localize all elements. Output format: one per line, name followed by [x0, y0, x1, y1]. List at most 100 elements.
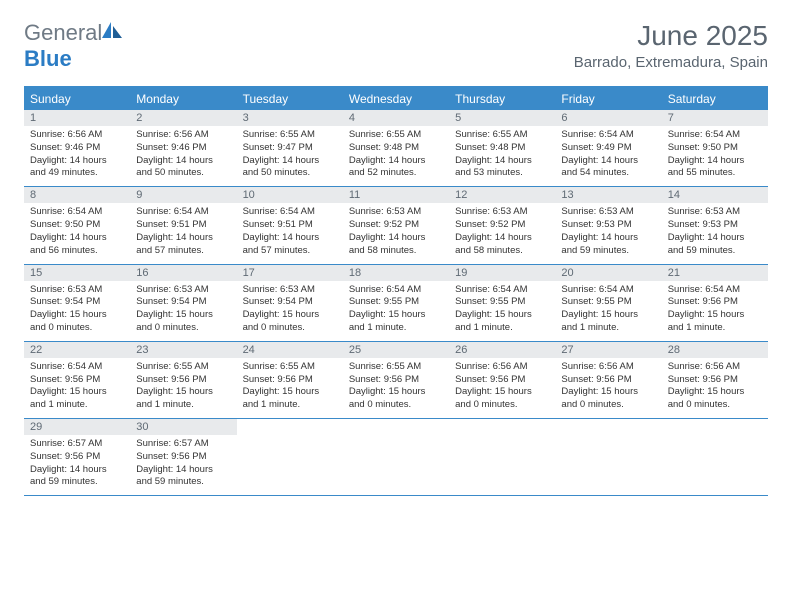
daylight-line: Daylight: 15 hours and 0 minutes. [449, 386, 555, 412]
daylight-line: Daylight: 14 hours and 58 minutes. [343, 232, 449, 258]
header: General Blue June 2025 Barrado, Extremad… [24, 20, 768, 72]
sunrise-line: Sunrise: 6:55 AM [237, 361, 343, 374]
calendar-cell: 2Sunrise: 6:56 AMSunset: 9:46 PMDaylight… [130, 110, 236, 186]
location-text: Barrado, Extremadura, Spain [574, 54, 768, 71]
day-number: 10 [237, 187, 343, 203]
day-number: 18 [343, 265, 449, 281]
sunset-line: Sunset: 9:56 PM [24, 374, 130, 387]
day-number: 29 [24, 419, 130, 435]
daylight-line: Daylight: 14 hours and 50 minutes. [130, 155, 236, 181]
daylight-line: Daylight: 15 hours and 1 minute. [343, 309, 449, 335]
sunset-line: Sunset: 9:52 PM [449, 219, 555, 232]
calendar-cell: 20Sunrise: 6:54 AMSunset: 9:55 PMDayligh… [555, 265, 661, 341]
dayname: Tuesday [237, 88, 343, 110]
calendar-cell: 7Sunrise: 6:54 AMSunset: 9:50 PMDaylight… [662, 110, 768, 186]
daylight-line: Daylight: 14 hours and 59 minutes. [555, 232, 661, 258]
day-number: 28 [662, 342, 768, 358]
daylight-line: Daylight: 14 hours and 50 minutes. [237, 155, 343, 181]
daylight-line: Daylight: 15 hours and 1 minute. [237, 386, 343, 412]
sunset-line: Sunset: 9:46 PM [130, 142, 236, 155]
day-number: 7 [662, 110, 768, 126]
calendar-cell: 5Sunrise: 6:55 AMSunset: 9:48 PMDaylight… [449, 110, 555, 186]
sunrise-line: Sunrise: 6:55 AM [130, 361, 236, 374]
day-number: 5 [449, 110, 555, 126]
calendar-cell: 14Sunrise: 6:53 AMSunset: 9:53 PMDayligh… [662, 187, 768, 263]
day-number: 1 [24, 110, 130, 126]
dayname: Friday [555, 88, 661, 110]
day-number: 3 [237, 110, 343, 126]
daylight-line: Daylight: 14 hours and 58 minutes. [449, 232, 555, 258]
daylight-line: Daylight: 15 hours and 1 minute. [24, 386, 130, 412]
sunrise-line: Sunrise: 6:54 AM [24, 361, 130, 374]
sunset-line: Sunset: 9:54 PM [130, 296, 236, 309]
day-number: 19 [449, 265, 555, 281]
week-row: 22Sunrise: 6:54 AMSunset: 9:56 PMDayligh… [24, 342, 768, 419]
sunrise-line: Sunrise: 6:53 AM [555, 206, 661, 219]
daylight-line: Daylight: 15 hours and 0 minutes. [24, 309, 130, 335]
sunrise-line: Sunrise: 6:54 AM [130, 206, 236, 219]
sunset-line: Sunset: 9:47 PM [237, 142, 343, 155]
sunrise-line: Sunrise: 6:56 AM [449, 361, 555, 374]
logo-text-general: General [24, 20, 102, 45]
daylight-line: Daylight: 14 hours and 49 minutes. [24, 155, 130, 181]
day-number: 11 [343, 187, 449, 203]
day-number: 12 [449, 187, 555, 203]
sunset-line: Sunset: 9:51 PM [237, 219, 343, 232]
sunrise-line: Sunrise: 6:54 AM [662, 284, 768, 297]
calendar-cell: 6Sunrise: 6:54 AMSunset: 9:49 PMDaylight… [555, 110, 661, 186]
day-number: 27 [555, 342, 661, 358]
sunset-line: Sunset: 9:53 PM [662, 219, 768, 232]
week-row: 15Sunrise: 6:53 AMSunset: 9:54 PMDayligh… [24, 265, 768, 342]
day-number: 21 [662, 265, 768, 281]
week-row: 1Sunrise: 6:56 AMSunset: 9:46 PMDaylight… [24, 110, 768, 187]
calendar-cell: 15Sunrise: 6:53 AMSunset: 9:54 PMDayligh… [24, 265, 130, 341]
day-number: 26 [449, 342, 555, 358]
sunset-line: Sunset: 9:56 PM [662, 296, 768, 309]
daylight-line: Daylight: 14 hours and 55 minutes. [662, 155, 768, 181]
day-number: 8 [24, 187, 130, 203]
day-number: 24 [237, 342, 343, 358]
sunrise-line: Sunrise: 6:54 AM [24, 206, 130, 219]
sunrise-line: Sunrise: 6:53 AM [24, 284, 130, 297]
day-number: 30 [130, 419, 236, 435]
calendar-cell: 29Sunrise: 6:57 AMSunset: 9:56 PMDayligh… [24, 419, 130, 495]
dayname: Wednesday [343, 88, 449, 110]
dayname: Saturday [662, 88, 768, 110]
dayname: Sunday [24, 88, 130, 110]
sunset-line: Sunset: 9:56 PM [343, 374, 449, 387]
calendar-cell: 23Sunrise: 6:55 AMSunset: 9:56 PMDayligh… [130, 342, 236, 418]
calendar-cell: 21 Sunrise: 6:54 AMSunset: 9:56 PMDayligh… [662, 265, 768, 341]
daylight-line: Daylight: 15 hours and 0 minutes. [555, 386, 661, 412]
calendar-cell: 9Sunrise: 6:54 AMSunset: 9:51 PMDaylight… [130, 187, 236, 263]
daylight-line: Daylight: 14 hours and 57 minutes. [130, 232, 236, 258]
sunset-line: Sunset: 9:50 PM [24, 219, 130, 232]
daylight-line: Daylight: 14 hours and 57 minutes. [237, 232, 343, 258]
daylight-line: Daylight: 15 hours and 1 minute. [662, 309, 768, 335]
logo-text-blue: Blue [24, 46, 72, 71]
daylight-line: Daylight: 14 hours and 56 minutes. [24, 232, 130, 258]
daylight-line: Daylight: 14 hours and 54 minutes. [555, 155, 661, 181]
day-number: 25 [343, 342, 449, 358]
day-number: 22 [24, 342, 130, 358]
calendar-cell: 27Sunrise: 6:56 AMSunset: 9:56 PMDayligh… [555, 342, 661, 418]
logo: General Blue [24, 20, 122, 72]
calendar-cell: 3 Sunrise: 6:55 AMSunset: 9:47 PMDaylight… [237, 110, 343, 186]
calendar: SundayMondayTuesdayWednesdayThursdayFrid… [24, 86, 768, 496]
sunrise-line: Sunrise: 6:55 AM [343, 361, 449, 374]
calendar-cell [555, 419, 661, 495]
calendar-cell [449, 419, 555, 495]
daylight-line: Daylight: 14 hours and 59 minutes. [130, 464, 236, 490]
calendar-cell: 10Sunrise: 6:54 AMSunset: 9:51 PMDayligh… [237, 187, 343, 263]
sunrise-line: Sunrise: 6:53 AM [343, 206, 449, 219]
day-number: 16 [130, 265, 236, 281]
sunrise-line: Sunrise: 6:53 AM [130, 284, 236, 297]
calendar-cell: 11Sunrise: 6:53 AMSunset: 9:52 PMDayligh… [343, 187, 449, 263]
week-row: 29Sunrise: 6:57 AMSunset: 9:56 PMDayligh… [24, 419, 768, 496]
day-number: 2 [130, 110, 236, 126]
page-title: June 2025 [574, 20, 768, 52]
daylight-line: Daylight: 15 hours and 0 minutes. [237, 309, 343, 335]
sunrise-line: Sunrise: 6:55 AM [237, 129, 343, 142]
calendar-cell: 25Sunrise: 6:55 AMSunset: 9:56 PMDayligh… [343, 342, 449, 418]
sunrise-line: Sunrise: 6:54 AM [449, 284, 555, 297]
sunset-line: Sunset: 9:56 PM [130, 374, 236, 387]
